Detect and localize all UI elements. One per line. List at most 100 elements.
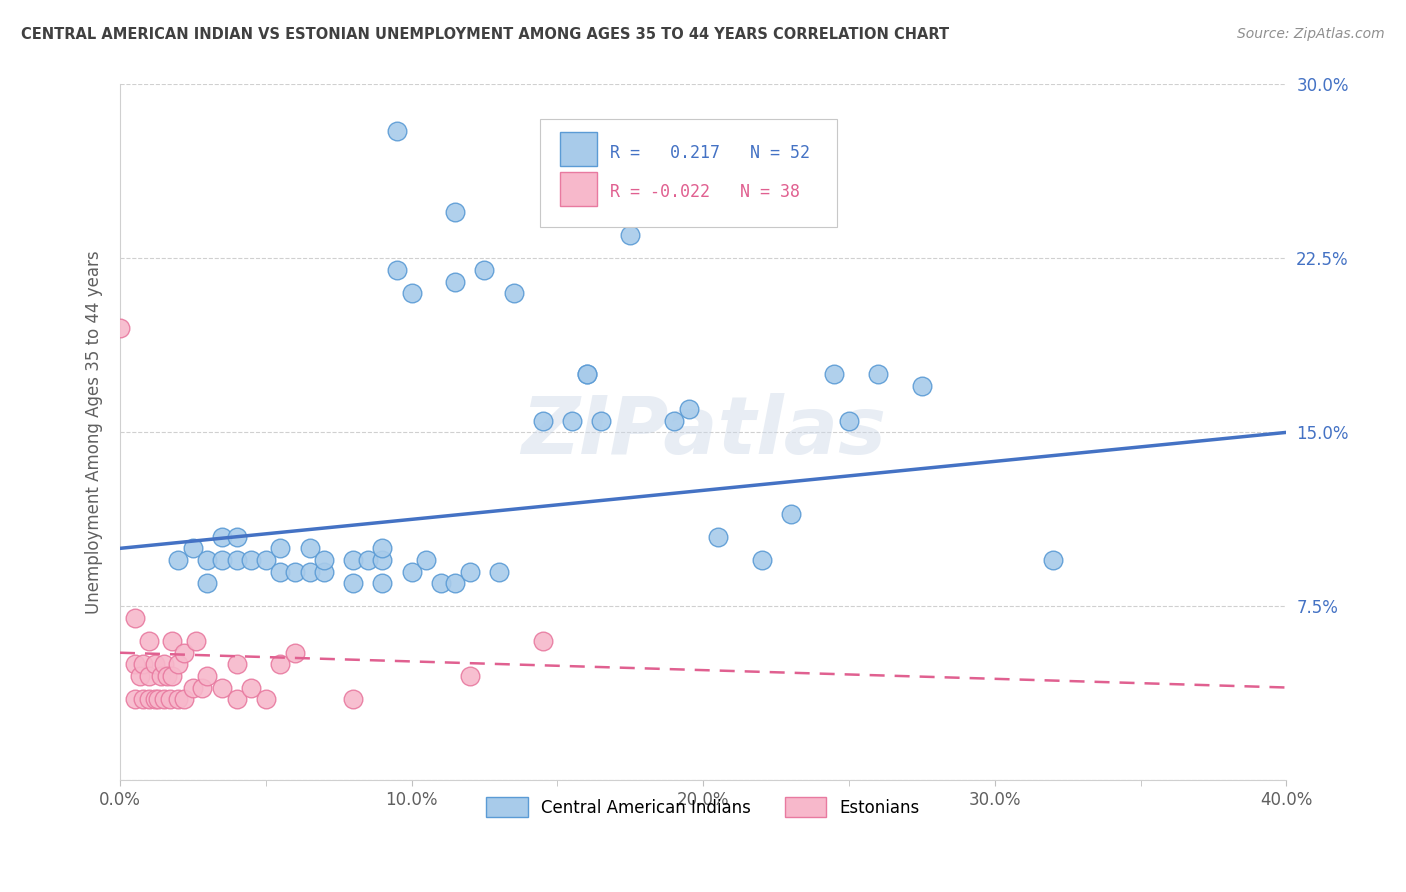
Point [225, 553, 247, 567]
Point [124, 611, 146, 625]
Point [707, 530, 730, 544]
Point [173, 646, 195, 660]
Bar [560, 132, 598, 166]
Point [751, 553, 773, 567]
Point [314, 565, 336, 579]
Point [132, 692, 155, 706]
Point [415, 553, 437, 567]
Point [823, 368, 845, 382]
Point [444, 576, 467, 591]
Text: R =   0.217   N = 52: R = 0.217 N = 52 [610, 144, 810, 161]
Point [184, 634, 207, 648]
Point [342, 692, 364, 706]
Point [429, 576, 451, 591]
Point [444, 205, 467, 219]
Point [298, 541, 321, 556]
Text: CENTRAL AMERICAN INDIAN VS ESTONIAN UNEMPLOYMENT AMONG AGES 35 TO 44 YEARS CORRE: CENTRAL AMERICAN INDIAN VS ESTONIAN UNEM… [21, 27, 949, 42]
Point [371, 553, 394, 567]
Point [561, 414, 583, 428]
Point [868, 368, 890, 382]
Bar [560, 172, 598, 205]
Point [385, 263, 408, 277]
Point [181, 541, 204, 556]
Point [619, 228, 641, 243]
Point [240, 681, 263, 695]
Point [167, 553, 190, 567]
Point [284, 565, 307, 579]
Point [401, 286, 423, 301]
Point [575, 368, 598, 382]
Point [138, 692, 160, 706]
Point [167, 692, 190, 706]
Point [531, 414, 554, 428]
Point [181, 681, 204, 695]
Point [575, 368, 598, 382]
Point [225, 530, 247, 544]
Point [143, 657, 166, 672]
Point [146, 692, 169, 706]
Point [211, 530, 233, 544]
Point [138, 634, 160, 648]
Point [152, 692, 174, 706]
Text: Source: ZipAtlas.com: Source: ZipAtlas.com [1237, 27, 1385, 41]
Point [371, 541, 394, 556]
Point [240, 553, 263, 567]
Point [152, 657, 174, 672]
Point [357, 553, 380, 567]
Point [124, 657, 146, 672]
Point [678, 402, 700, 417]
Point [531, 634, 554, 648]
Point [197, 553, 219, 567]
Point [502, 286, 524, 301]
Point [225, 657, 247, 672]
Text: ZIPatlas: ZIPatlas [520, 393, 886, 471]
Point [129, 669, 152, 683]
Point [342, 553, 364, 567]
Point [132, 657, 155, 672]
Point [474, 263, 496, 277]
Point [591, 414, 613, 428]
Point [254, 692, 277, 706]
Point [458, 565, 481, 579]
Point [197, 669, 219, 683]
Point [124, 692, 146, 706]
Point [156, 669, 179, 683]
Point [269, 541, 291, 556]
Y-axis label: Unemployment Among Ages 35 to 44 years: Unemployment Among Ages 35 to 44 years [86, 251, 103, 615]
Point [143, 692, 166, 706]
Point [108, 321, 131, 335]
Point [298, 565, 321, 579]
Point [488, 565, 510, 579]
Point [173, 692, 195, 706]
Point [197, 576, 219, 591]
Point [167, 657, 190, 672]
Point [211, 681, 233, 695]
Point [162, 669, 184, 683]
Point [444, 275, 467, 289]
Point [662, 414, 685, 428]
Point [159, 692, 181, 706]
Text: R = -0.022   N = 38: R = -0.022 N = 38 [610, 183, 800, 202]
Point [838, 414, 860, 428]
Point [284, 646, 307, 660]
Point [269, 565, 291, 579]
Point [314, 553, 336, 567]
Point [190, 681, 212, 695]
Point [138, 669, 160, 683]
Point [385, 124, 408, 138]
Point [779, 507, 801, 521]
Point [911, 379, 934, 393]
Point [458, 669, 481, 683]
Point [269, 657, 291, 672]
Point [371, 576, 394, 591]
Point [162, 634, 184, 648]
Point [149, 669, 172, 683]
FancyBboxPatch shape [540, 120, 838, 227]
Legend: Central American Indians, Estonians: Central American Indians, Estonians [479, 790, 927, 824]
Point [225, 692, 247, 706]
Point [211, 553, 233, 567]
Point [254, 553, 277, 567]
Point [1042, 553, 1064, 567]
Point [342, 576, 364, 591]
Point [401, 565, 423, 579]
